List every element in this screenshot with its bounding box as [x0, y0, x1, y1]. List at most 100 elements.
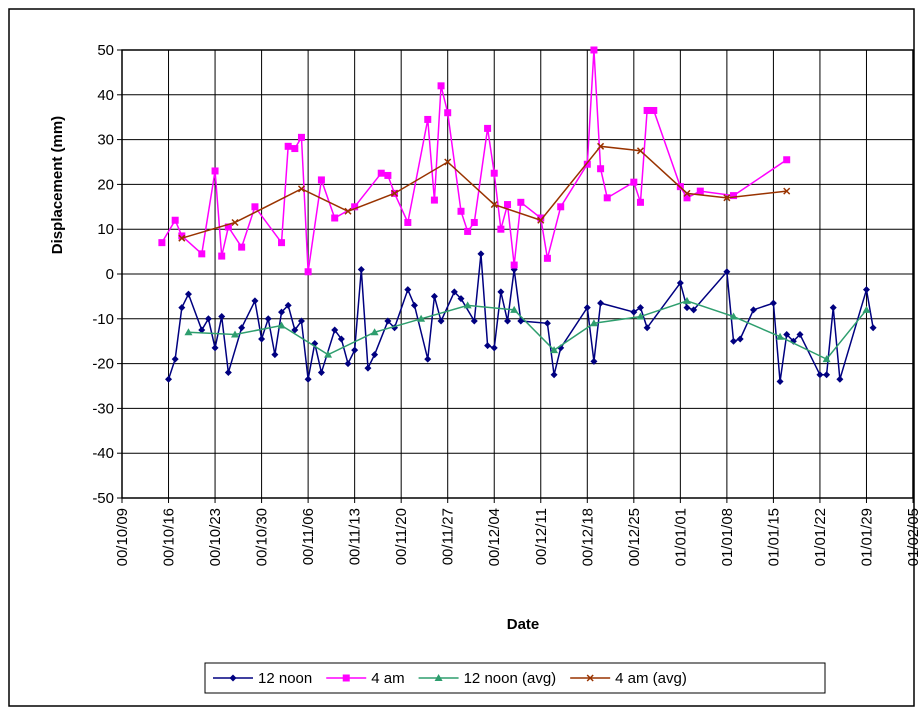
series-line [161, 49, 788, 272]
marker [470, 317, 478, 325]
x-tick-label: 00/10/09 [114, 508, 131, 566]
marker [504, 201, 512, 209]
marker [636, 304, 644, 312]
marker [304, 375, 312, 383]
marker [437, 317, 445, 325]
marker [218, 313, 226, 321]
marker [630, 178, 638, 186]
marker [783, 330, 791, 338]
marker [304, 268, 312, 276]
x-tick-label: 01/01/08 [719, 508, 736, 566]
legend-label: 4 am (avg) [615, 670, 687, 687]
marker [490, 344, 498, 352]
marker [823, 371, 831, 379]
marker [370, 328, 379, 336]
marker [297, 317, 305, 325]
y-tick-label: -20 [92, 356, 114, 373]
x-tick-label: 01/01/01 [672, 508, 689, 566]
marker [271, 351, 279, 359]
marker [510, 261, 518, 269]
marker [490, 201, 498, 209]
marker [497, 225, 505, 233]
marker [636, 147, 645, 155]
marker [690, 306, 698, 314]
marker [583, 160, 591, 168]
series-line [188, 300, 868, 361]
marker [331, 214, 339, 222]
x-tick-label: 00/12/18 [579, 508, 596, 566]
marker [464, 227, 472, 235]
marker [238, 324, 246, 332]
marker [251, 203, 259, 211]
marker [597, 299, 605, 307]
marker [484, 342, 492, 350]
marker [165, 375, 173, 383]
marker [371, 351, 379, 359]
marker [636, 312, 645, 320]
marker [862, 305, 871, 313]
marker [537, 216, 545, 224]
marker [198, 326, 206, 334]
x-tick-label: 00/12/11 [533, 508, 550, 565]
marker [590, 357, 598, 365]
x-tick-label: 00/12/25 [626, 508, 643, 566]
marker [862, 286, 870, 294]
marker [829, 304, 837, 312]
marker [723, 194, 731, 202]
marker [597, 165, 605, 173]
x-tick-label: 00/10/23 [207, 508, 224, 566]
marker [749, 306, 757, 314]
marker [543, 319, 551, 327]
marker [796, 330, 804, 338]
y-axis-title: Displacement (mm) [49, 116, 66, 254]
marker [869, 324, 877, 332]
y-tick-label: 40 [97, 87, 114, 104]
y-tick-label: -10 [92, 311, 114, 328]
x-tick-label: 00/12/04 [486, 508, 503, 566]
marker [231, 330, 239, 338]
marker [822, 355, 831, 363]
marker [537, 214, 545, 222]
marker [264, 315, 272, 323]
marker [836, 375, 844, 383]
marker [291, 145, 299, 153]
marker [504, 317, 512, 325]
x-tick-label: 00/11/20 [393, 508, 410, 565]
marker [198, 250, 206, 258]
legend: 12 noon 4 am 12 noon (avg) 4 am (avg) [204, 662, 826, 694]
marker [497, 288, 505, 296]
marker [510, 305, 519, 313]
marker [683, 189, 691, 197]
y-tick-label: 20 [97, 176, 114, 193]
marker [417, 314, 426, 322]
legend-label: 12 noon (avg) [464, 670, 557, 687]
x-tick-label: 00/10/30 [254, 508, 271, 566]
marker [769, 299, 777, 307]
marker [586, 674, 594, 682]
marker [218, 252, 226, 260]
marker [278, 239, 286, 247]
marker [636, 198, 644, 206]
series-line [167, 253, 874, 382]
marker [324, 350, 333, 358]
marker [317, 176, 325, 184]
x-tick-label: 01/01/15 [765, 508, 782, 566]
marker [278, 308, 286, 316]
marker [437, 82, 445, 90]
marker [783, 187, 791, 195]
legend-box [204, 662, 826, 694]
marker [484, 124, 492, 132]
marker [683, 194, 691, 202]
marker [643, 106, 651, 114]
y-tick-label: 30 [97, 132, 114, 149]
marker [683, 296, 691, 304]
marker [284, 301, 292, 309]
marker [231, 218, 239, 227]
marker [171, 216, 179, 224]
marker [204, 315, 212, 323]
marker [676, 279, 684, 287]
marker [424, 355, 432, 363]
marker [444, 158, 452, 166]
y-tick-label: 0 [106, 266, 114, 283]
